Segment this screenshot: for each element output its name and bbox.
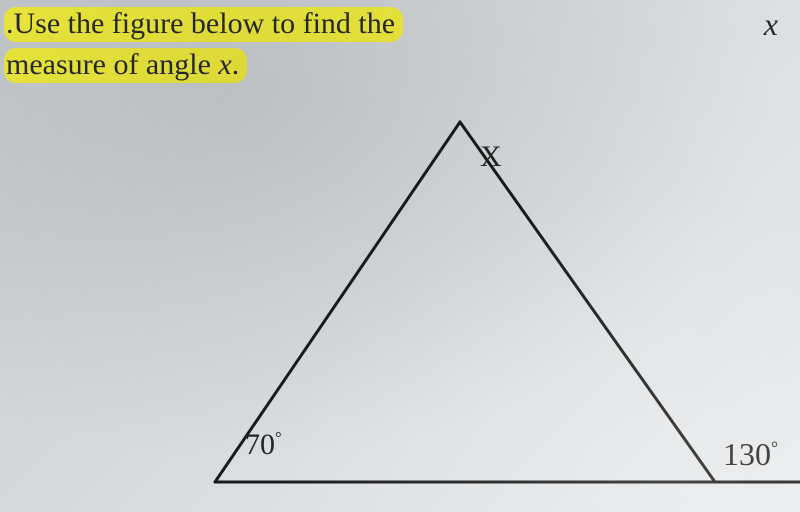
question-line2: measure of angle x. (4, 48, 247, 83)
triangle-side-right (460, 122, 715, 482)
triangle-figure: X 70° 130° (170, 112, 790, 512)
variable-x-top-right: x (764, 6, 778, 43)
apex-angle-label: X (480, 140, 502, 174)
right-exterior-angle-label: 130° (723, 436, 778, 473)
left-interior-angle-label: 70° (245, 428, 282, 462)
question-text: .Use the figure below to find the measur… (4, 4, 403, 85)
question-line1: .Use the figure below to find the (4, 7, 403, 42)
